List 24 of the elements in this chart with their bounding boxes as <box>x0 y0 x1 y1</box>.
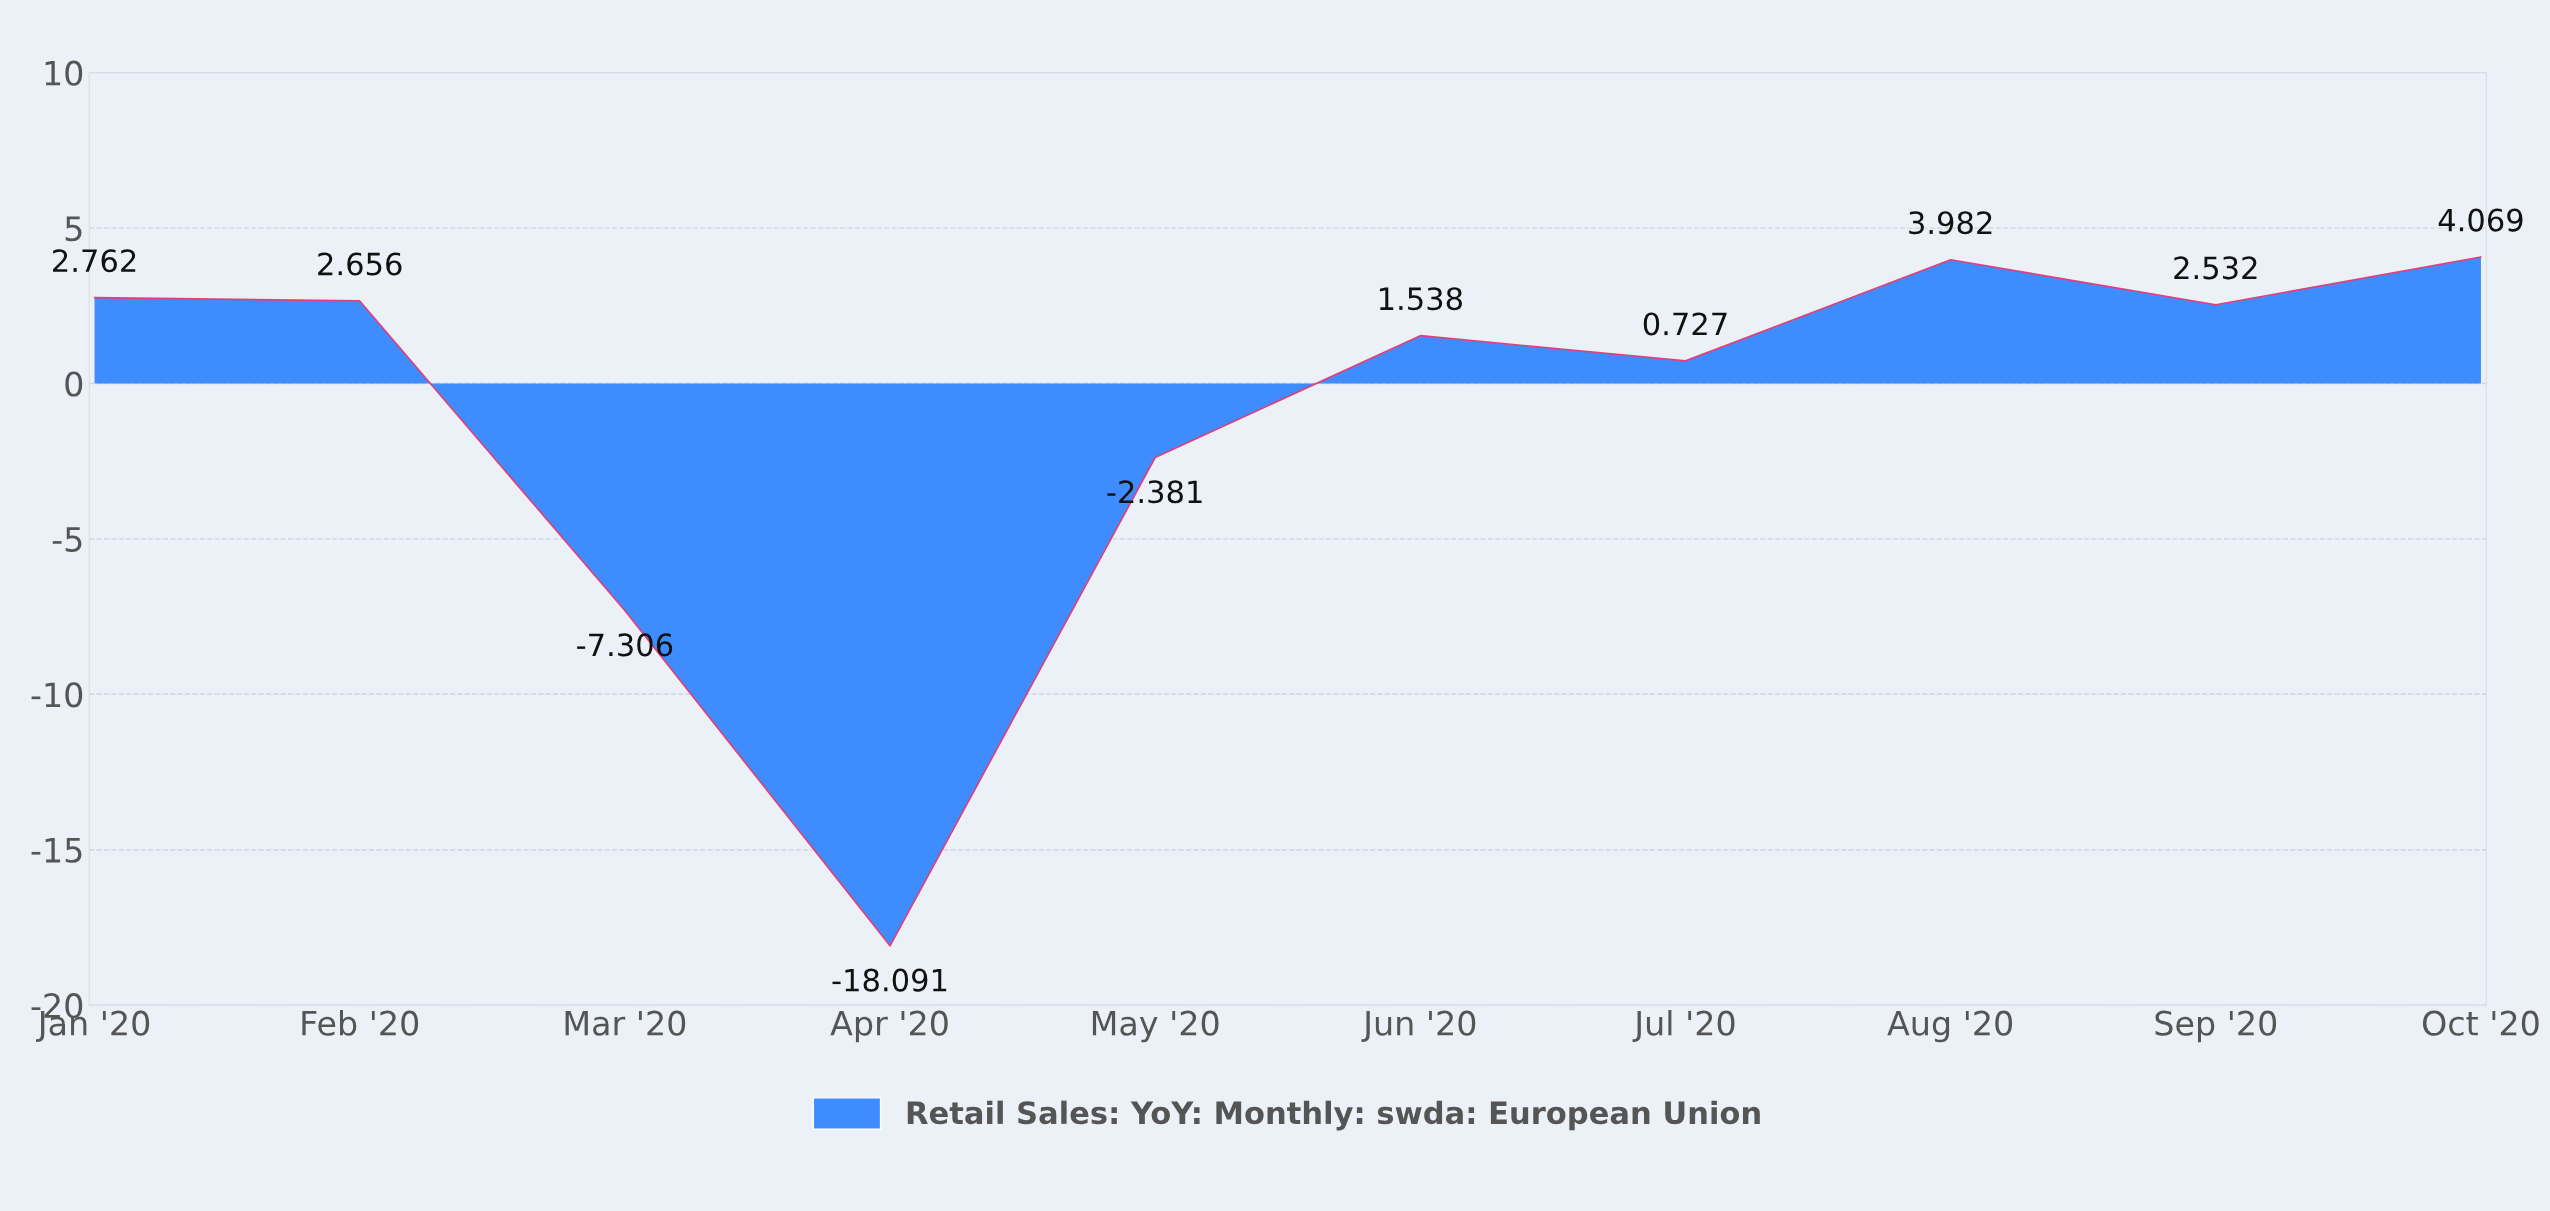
x-tick-label: Jul '20 <box>1632 1009 1735 1042</box>
data-label: 2.762 <box>53 249 136 273</box>
data-label: 2.656 <box>318 252 402 276</box>
x-tick-label: Oct '20 <box>2422 1010 2539 1036</box>
data-label: -18.091 <box>832 968 947 992</box>
y-tick-label: 10 <box>45 60 83 86</box>
x-tick-label: Feb '20 <box>302 1009 419 1036</box>
x-tick-label: Sep '20 <box>2155 1010 2277 1043</box>
data-label: 4.069 <box>2438 208 2523 232</box>
data-label: 2.532 <box>2174 256 2257 280</box>
x-tick-label: Mar '20 <box>565 1010 686 1036</box>
data-label: 1.538 <box>1379 287 1462 311</box>
y-tick-label: -10 <box>31 682 83 708</box>
data-label: 0.727 <box>1643 312 1727 336</box>
y-tick-label: -5 <box>52 527 82 553</box>
x-tick-label: Apr '20 <box>830 1010 948 1043</box>
x-tick-label: Jun '20 <box>1361 1010 1476 1042</box>
x-tick-label: Aug '20 <box>1887 1010 2013 1043</box>
data-label: 3.982 <box>1909 211 1992 235</box>
y-tick-label: -15 <box>31 838 82 863</box>
y-tick-label: 5 <box>65 216 82 242</box>
legend-label: Retail Sales: YoY: Monthly: swda: European Union <box>907 1100 1760 1131</box>
y-tick-label: 0 <box>65 371 83 397</box>
x-tick-label: May '20 <box>1092 1010 1219 1043</box>
